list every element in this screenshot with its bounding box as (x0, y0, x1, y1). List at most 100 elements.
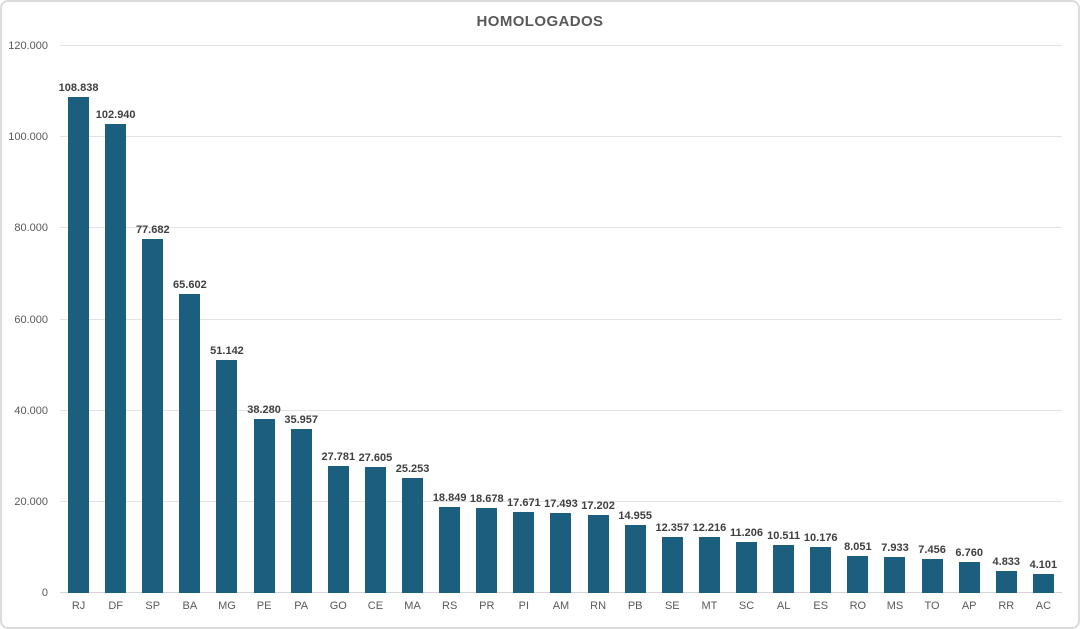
bar-value-label: 51.142 (210, 344, 244, 357)
bar-go[interactable] (327, 466, 349, 593)
bar-pb[interactable] (624, 524, 646, 593)
bar-am[interactable] (550, 513, 572, 593)
bar-rs[interactable] (439, 507, 461, 593)
bar-column: 35.957 (283, 46, 320, 593)
y-axis-tick-label: 60.000 (14, 313, 48, 326)
bar-column: 65.602 (171, 46, 208, 593)
bar-pi[interactable] (513, 512, 535, 593)
bar-es[interactable] (810, 546, 832, 593)
bar-pa[interactable] (290, 429, 312, 593)
x-axis-tick-label: AL (776, 600, 791, 612)
bar-rn[interactable] (587, 514, 609, 593)
bar-column: 8.051 (839, 46, 876, 593)
x-axis-tick-label: MT (701, 600, 718, 612)
bar-sp[interactable] (142, 238, 164, 593)
gridline (60, 45, 1062, 46)
bar-ap[interactable] (958, 562, 980, 593)
bar-column: 4.101 (1025, 46, 1062, 593)
x-axis-tick-label: SE (664, 600, 680, 612)
bar-value-label: 35.957 (284, 414, 319, 427)
bar-column: 17.671 (505, 46, 542, 593)
x-axis-tick-label: RO (849, 600, 867, 612)
gridline (60, 500, 1062, 502)
x-axis-tick-label: AP (961, 600, 977, 612)
bar-column: 18.678 (468, 46, 505, 593)
bar-value-label: 108.838 (58, 81, 99, 94)
bar-ba[interactable] (179, 293, 201, 593)
bar-column: 27.605 (357, 46, 394, 593)
gridline (60, 318, 1062, 320)
bar-column: 77.682 (134, 46, 171, 593)
x-axis-tick-label: ES (813, 600, 829, 612)
bar-ms[interactable] (884, 556, 906, 593)
bar-df[interactable] (105, 123, 127, 593)
bar-mg[interactable] (216, 359, 238, 593)
bar-column: 7.456 (914, 46, 951, 593)
bar-value-label: 17.671 (507, 497, 541, 510)
bar-rj[interactable] (68, 96, 90, 593)
x-axis-tick-label: RJ (71, 600, 86, 612)
bar-value-label: 7.456 (918, 544, 946, 557)
plot-area: 108.838 102.940 77.682 65.602 51.142 38.280 35… (58, 45, 1062, 593)
bar-column: 11.206 (728, 46, 765, 593)
bar-value-label: 27.781 (321, 451, 356, 464)
bar-column: 4.833 (988, 46, 1025, 593)
chart-title: HOMOLOGADOS (476, 13, 604, 30)
x-axis-tick-label: PA (294, 600, 309, 612)
gridline (60, 136, 1062, 138)
bar-value-label: 7.933 (881, 541, 909, 554)
x-axis-tick-label: MS (886, 600, 904, 612)
bar-column: 10.176 (802, 46, 839, 593)
y-axis: 0 20.000 40.000 60.000 80.000 100.000 120.000 (2, 40, 54, 599)
bar-rr[interactable] (995, 570, 1017, 593)
bar-al[interactable] (773, 545, 795, 593)
bar-ma[interactable] (402, 477, 424, 593)
bar-ro[interactable] (847, 556, 869, 593)
bar-value-label: 17.493 (544, 498, 578, 511)
bar-column: 108.838 (58, 46, 99, 593)
x-axis-tick-label: RR (998, 600, 1015, 612)
bar-column: 6.760 (951, 46, 988, 593)
bar-value-label: 102.940 (95, 108, 136, 121)
x-axis-tick-label: CE (367, 600, 384, 612)
bar-sc[interactable] (736, 541, 758, 593)
x-axis-tick-label: PE (256, 600, 272, 612)
bar-column: 102.940 (95, 46, 136, 593)
bar-pr[interactable] (476, 507, 498, 593)
bar-column: 12.357 (654, 46, 691, 593)
bar-column: 12.216 (691, 46, 728, 593)
bar-column: 25.253 (394, 46, 431, 593)
bar-value-label: 65.602 (173, 278, 207, 291)
bar-column: 14.955 (617, 46, 654, 593)
y-axis-tick-label: 20.000 (14, 495, 48, 508)
y-axis-tick-label: 80.000 (14, 222, 48, 235)
bar-value-label: 10.176 (803, 531, 838, 544)
bar-mt[interactable] (698, 537, 720, 593)
bar-value-label: 18.678 (469, 492, 504, 505)
bar-se[interactable] (661, 536, 683, 593)
bar-to[interactable] (921, 559, 943, 593)
x-axis-tick-label: PR (479, 600, 495, 612)
bar-value-label: 12.216 (692, 522, 727, 535)
bar-ac[interactable] (1032, 574, 1054, 593)
bar-value-label: 17.202 (581, 499, 615, 512)
bar-ce[interactable] (364, 467, 386, 593)
gridline (60, 227, 1062, 229)
x-axis-tick-label: RN (590, 600, 607, 612)
bar-value-label: 8.051 (844, 541, 872, 554)
bar-pe[interactable] (253, 418, 275, 593)
y-axis-tick-label: 100.000 (8, 131, 48, 144)
bar-column: 38.280 (246, 46, 283, 593)
y-axis-tick-label: 0 (41, 587, 48, 599)
bar-column: 51.142 (208, 46, 245, 593)
bar-value-label: 25.253 (395, 462, 430, 475)
x-axis-tick-label: SC (738, 600, 755, 612)
bar-column: 18.849 (431, 46, 468, 593)
x-axis-tick-label: BA (182, 600, 198, 612)
bar-value-label: 11.206 (730, 526, 764, 539)
bar-value-label: 14.955 (618, 509, 653, 522)
bar-columns: 108.838 102.940 77.682 65.602 51.142 38.280 35… (58, 46, 1062, 593)
bar-value-label: 18.849 (432, 492, 467, 505)
bar-value-label: 38.280 (247, 403, 281, 416)
x-axis: RJ DF SP BA MG PE PA GO CE MA RS PR PI AM RN PB SE MT SC AL… (60, 600, 1062, 620)
